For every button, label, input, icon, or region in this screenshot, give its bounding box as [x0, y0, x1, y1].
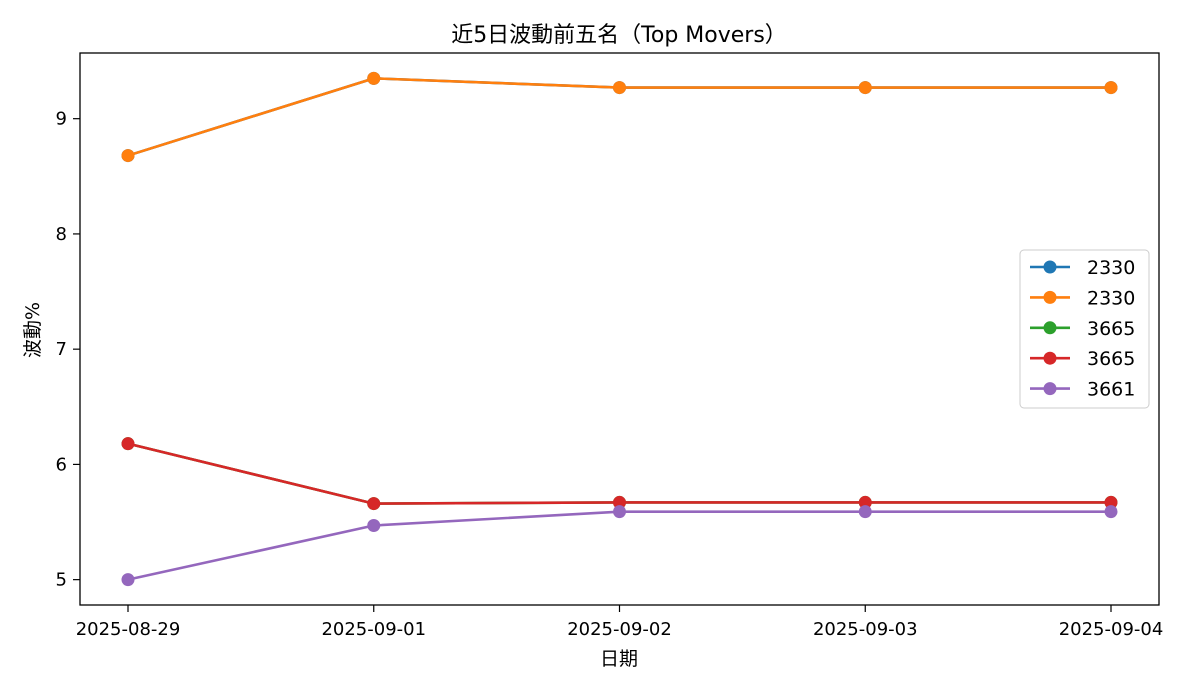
legend-entry: 2330 — [1030, 287, 1135, 309]
legend-entry: 2330 — [1030, 257, 1135, 279]
data-point — [613, 495, 626, 509]
legend-marker — [1043, 290, 1057, 304]
y-tick-label: 6 — [56, 454, 67, 475]
data-point — [858, 81, 872, 95]
data-point — [1104, 505, 1118, 519]
data-point — [1104, 81, 1118, 95]
data-point — [1104, 495, 1118, 509]
legend-entry: 3665 — [1030, 318, 1135, 340]
x-tick-label: 2025-08-29 — [76, 619, 181, 640]
data-point — [367, 71, 381, 85]
series-5 — [121, 505, 1118, 587]
series-line — [127, 510, 1111, 581]
legend-box — [1019, 249, 1150, 409]
legend-entry: 3665 — [1030, 348, 1135, 370]
y-tick-label: 8 — [56, 224, 67, 245]
data-point — [613, 81, 626, 95]
legend-entry: 3661 — [1030, 379, 1135, 401]
x-axis-label: 日期 — [600, 648, 638, 670]
series-line — [127, 442, 1111, 505]
series-4 — [121, 437, 1118, 511]
series-layer — [121, 71, 1118, 587]
data-point — [367, 497, 381, 511]
legend-label: 3665 — [1087, 348, 1135, 370]
plot-frame — [79, 52, 1160, 606]
x-tick-label: 2025-09-02 — [567, 619, 672, 640]
y-tick-label: 5 — [56, 570, 67, 591]
data-point — [121, 573, 135, 587]
data-point — [121, 149, 135, 163]
y-tick-label: 7 — [56, 339, 67, 360]
series-2 — [121, 71, 1118, 163]
data-point — [121, 437, 135, 451]
x-tick-label: 2025-09-04 — [1059, 619, 1164, 640]
y-axis-label: 波動% — [22, 302, 44, 358]
data-point — [858, 505, 872, 519]
x-tick-label: 2025-09-01 — [321, 619, 426, 640]
data-point — [367, 518, 381, 532]
axes: 2025-08-29 2025-09-01 2025-09-02 2025-09-03… — [56, 52, 1164, 640]
data-point — [613, 505, 626, 519]
legend-label: 2330 — [1087, 257, 1135, 279]
legend-label: 3661 — [1087, 379, 1135, 401]
series-line — [127, 442, 1111, 505]
x-tick-label: 2025-09-03 — [813, 619, 918, 640]
data-point — [858, 495, 872, 509]
legend-marker — [1043, 382, 1057, 396]
legend-label: 2330 — [1087, 287, 1135, 309]
legend-marker — [1043, 351, 1057, 365]
legend: 2330 2330 3665 3665 3661 — [1019, 249, 1150, 409]
legend-label: 3665 — [1087, 318, 1135, 340]
legend-marker — [1043, 260, 1057, 274]
y-tick-label: 9 — [56, 109, 67, 130]
chart-title: 近5日波動前五名（Top Movers） — [451, 23, 787, 48]
legend-marker — [1043, 321, 1057, 335]
